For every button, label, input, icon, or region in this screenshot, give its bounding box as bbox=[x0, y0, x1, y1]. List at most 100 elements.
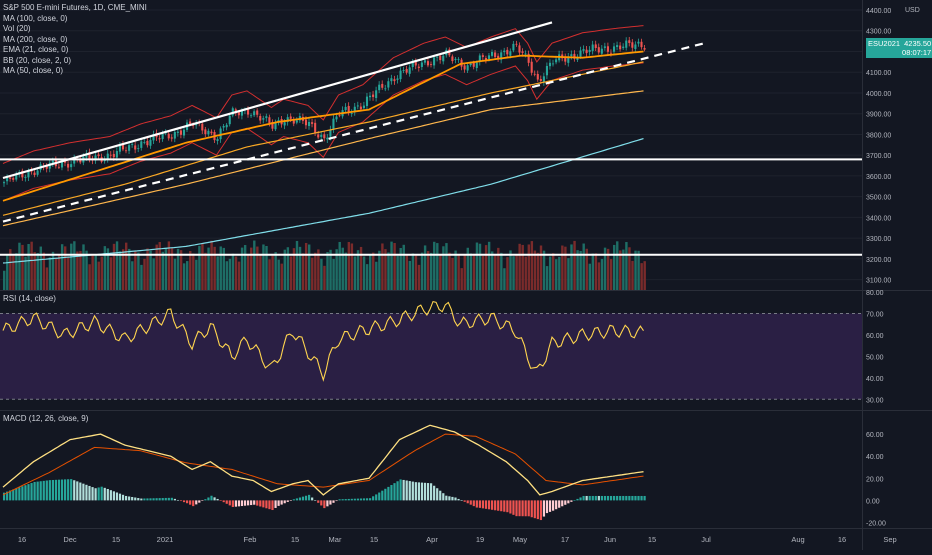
candle-body bbox=[442, 55, 445, 62]
candle-body bbox=[125, 150, 128, 152]
candle-body bbox=[12, 178, 15, 180]
volume-bar bbox=[155, 244, 158, 290]
macd-histogram-bar bbox=[207, 497, 210, 501]
candle-body bbox=[430, 64, 433, 65]
volume-bar bbox=[539, 245, 543, 290]
candle-body bbox=[619, 45, 622, 50]
legend-ma50[interactable]: MA (50, close, 0) bbox=[3, 66, 64, 75]
macd-histogram-bar bbox=[292, 499, 295, 501]
volume-bar bbox=[30, 241, 33, 290]
volume-bar bbox=[274, 252, 277, 290]
volume-bar bbox=[161, 251, 164, 290]
macd-tick-label: 60.00 bbox=[866, 432, 884, 439]
legend-vol[interactable]: Vol (20) bbox=[3, 24, 31, 33]
candle-body bbox=[387, 81, 390, 88]
volume-bar bbox=[487, 241, 491, 290]
macd-histogram-bar bbox=[265, 500, 268, 509]
candle-body bbox=[372, 94, 375, 97]
volume-bar bbox=[491, 251, 494, 290]
macd-histogram-bar bbox=[408, 481, 411, 501]
candle-body bbox=[256, 110, 259, 115]
candle-body bbox=[356, 105, 359, 107]
candle-body bbox=[289, 116, 292, 119]
volume-bar bbox=[326, 252, 329, 290]
candle-body bbox=[216, 139, 219, 141]
symbol-title[interactable]: S&P 500 E-mini Futures, 1D, CME_MINI bbox=[3, 3, 147, 12]
candle-body bbox=[210, 131, 213, 134]
macd-histogram-bar bbox=[262, 500, 265, 508]
legend-ma100[interactable]: MA (100, close, 0) bbox=[3, 13, 68, 23]
volume-bar bbox=[301, 253, 305, 290]
volume-bars bbox=[3, 240, 646, 290]
macd-histogram-bar bbox=[439, 490, 442, 501]
volume-bar bbox=[594, 253, 598, 290]
candle-body bbox=[542, 76, 545, 83]
candle-body bbox=[463, 65, 466, 70]
volume-bar bbox=[149, 250, 152, 290]
macd-histogram-bar bbox=[30, 483, 33, 501]
volume-bar bbox=[558, 256, 561, 290]
macd-title[interactable]: MACD (12, 26, close, 9) bbox=[3, 414, 89, 423]
candle-body bbox=[170, 137, 173, 139]
rsi-title[interactable]: RSI (14, close) bbox=[3, 294, 56, 303]
macd-histogram-bar bbox=[60, 479, 64, 501]
channel-top-trendline bbox=[2, 21, 553, 180]
candle-body bbox=[128, 145, 131, 151]
time-tick-label: Sep bbox=[883, 535, 896, 544]
indicator-legend: S&P 500 E-mini Futures, 1D, CME_MINI MA … bbox=[3, 3, 147, 77]
volume-bar bbox=[292, 248, 296, 290]
volume-bar bbox=[170, 247, 174, 290]
macd-histogram-bar bbox=[24, 485, 27, 501]
legend-bb[interactable]: BB (20, close, 2, 0) bbox=[3, 55, 72, 65]
candle-body bbox=[73, 158, 76, 164]
last-price-tag: ESU2021 4235.50 08:07:17 bbox=[866, 38, 932, 59]
volume-bar bbox=[317, 249, 320, 290]
volume-bar bbox=[417, 264, 421, 290]
candle-body bbox=[347, 105, 350, 112]
price-tick-label: 3200.00 bbox=[866, 257, 891, 264]
legend-ema21[interactable]: EMA (21, close, 0) bbox=[3, 45, 69, 54]
candle-body bbox=[112, 153, 115, 158]
candle-body bbox=[228, 115, 231, 125]
bb-lower-line bbox=[2, 62, 644, 202]
ma200-line bbox=[2, 138, 644, 264]
volume-bar bbox=[60, 244, 64, 290]
time-tick-label: 19 bbox=[476, 535, 484, 544]
volume-bar bbox=[530, 241, 534, 290]
candle-body bbox=[585, 49, 588, 54]
candle-body bbox=[552, 63, 555, 65]
macd-histogram-bar bbox=[228, 500, 231, 506]
volume-bar bbox=[613, 244, 616, 290]
volume-bar bbox=[228, 258, 232, 290]
volume-bar bbox=[609, 259, 613, 290]
candle-body bbox=[472, 62, 475, 67]
volume-bar bbox=[48, 257, 52, 290]
candle-body bbox=[265, 116, 268, 119]
macd-histogram-bar bbox=[182, 500, 186, 503]
macd-histogram-bar bbox=[21, 486, 24, 501]
candle-body bbox=[588, 49, 591, 52]
candle-body bbox=[637, 41, 640, 44]
volume-bar bbox=[460, 268, 463, 290]
volume-bar bbox=[619, 250, 622, 290]
legend-ma200[interactable]: MA (200, close, 0) bbox=[3, 34, 68, 44]
macd-histogram-bar bbox=[451, 496, 454, 501]
macd-histogram-bar bbox=[173, 498, 176, 501]
volume-bar bbox=[622, 249, 625, 290]
macd-histogram-bar bbox=[304, 495, 308, 501]
candle-body bbox=[613, 46, 616, 52]
candle-body bbox=[494, 52, 497, 57]
macd-histogram-bar bbox=[539, 500, 542, 521]
volume-bar bbox=[603, 247, 607, 290]
macd-histogram-bar bbox=[15, 488, 18, 501]
macd-histogram-bar bbox=[253, 500, 256, 505]
volume-bar bbox=[21, 244, 24, 290]
candle-body bbox=[439, 55, 442, 61]
time-tick-label: Dec bbox=[63, 535, 77, 544]
macd-histogram-bar bbox=[70, 479, 73, 501]
macd-histogram-bar bbox=[469, 500, 472, 505]
candle-body bbox=[567, 56, 570, 63]
macd-histogram-bar bbox=[393, 483, 396, 501]
